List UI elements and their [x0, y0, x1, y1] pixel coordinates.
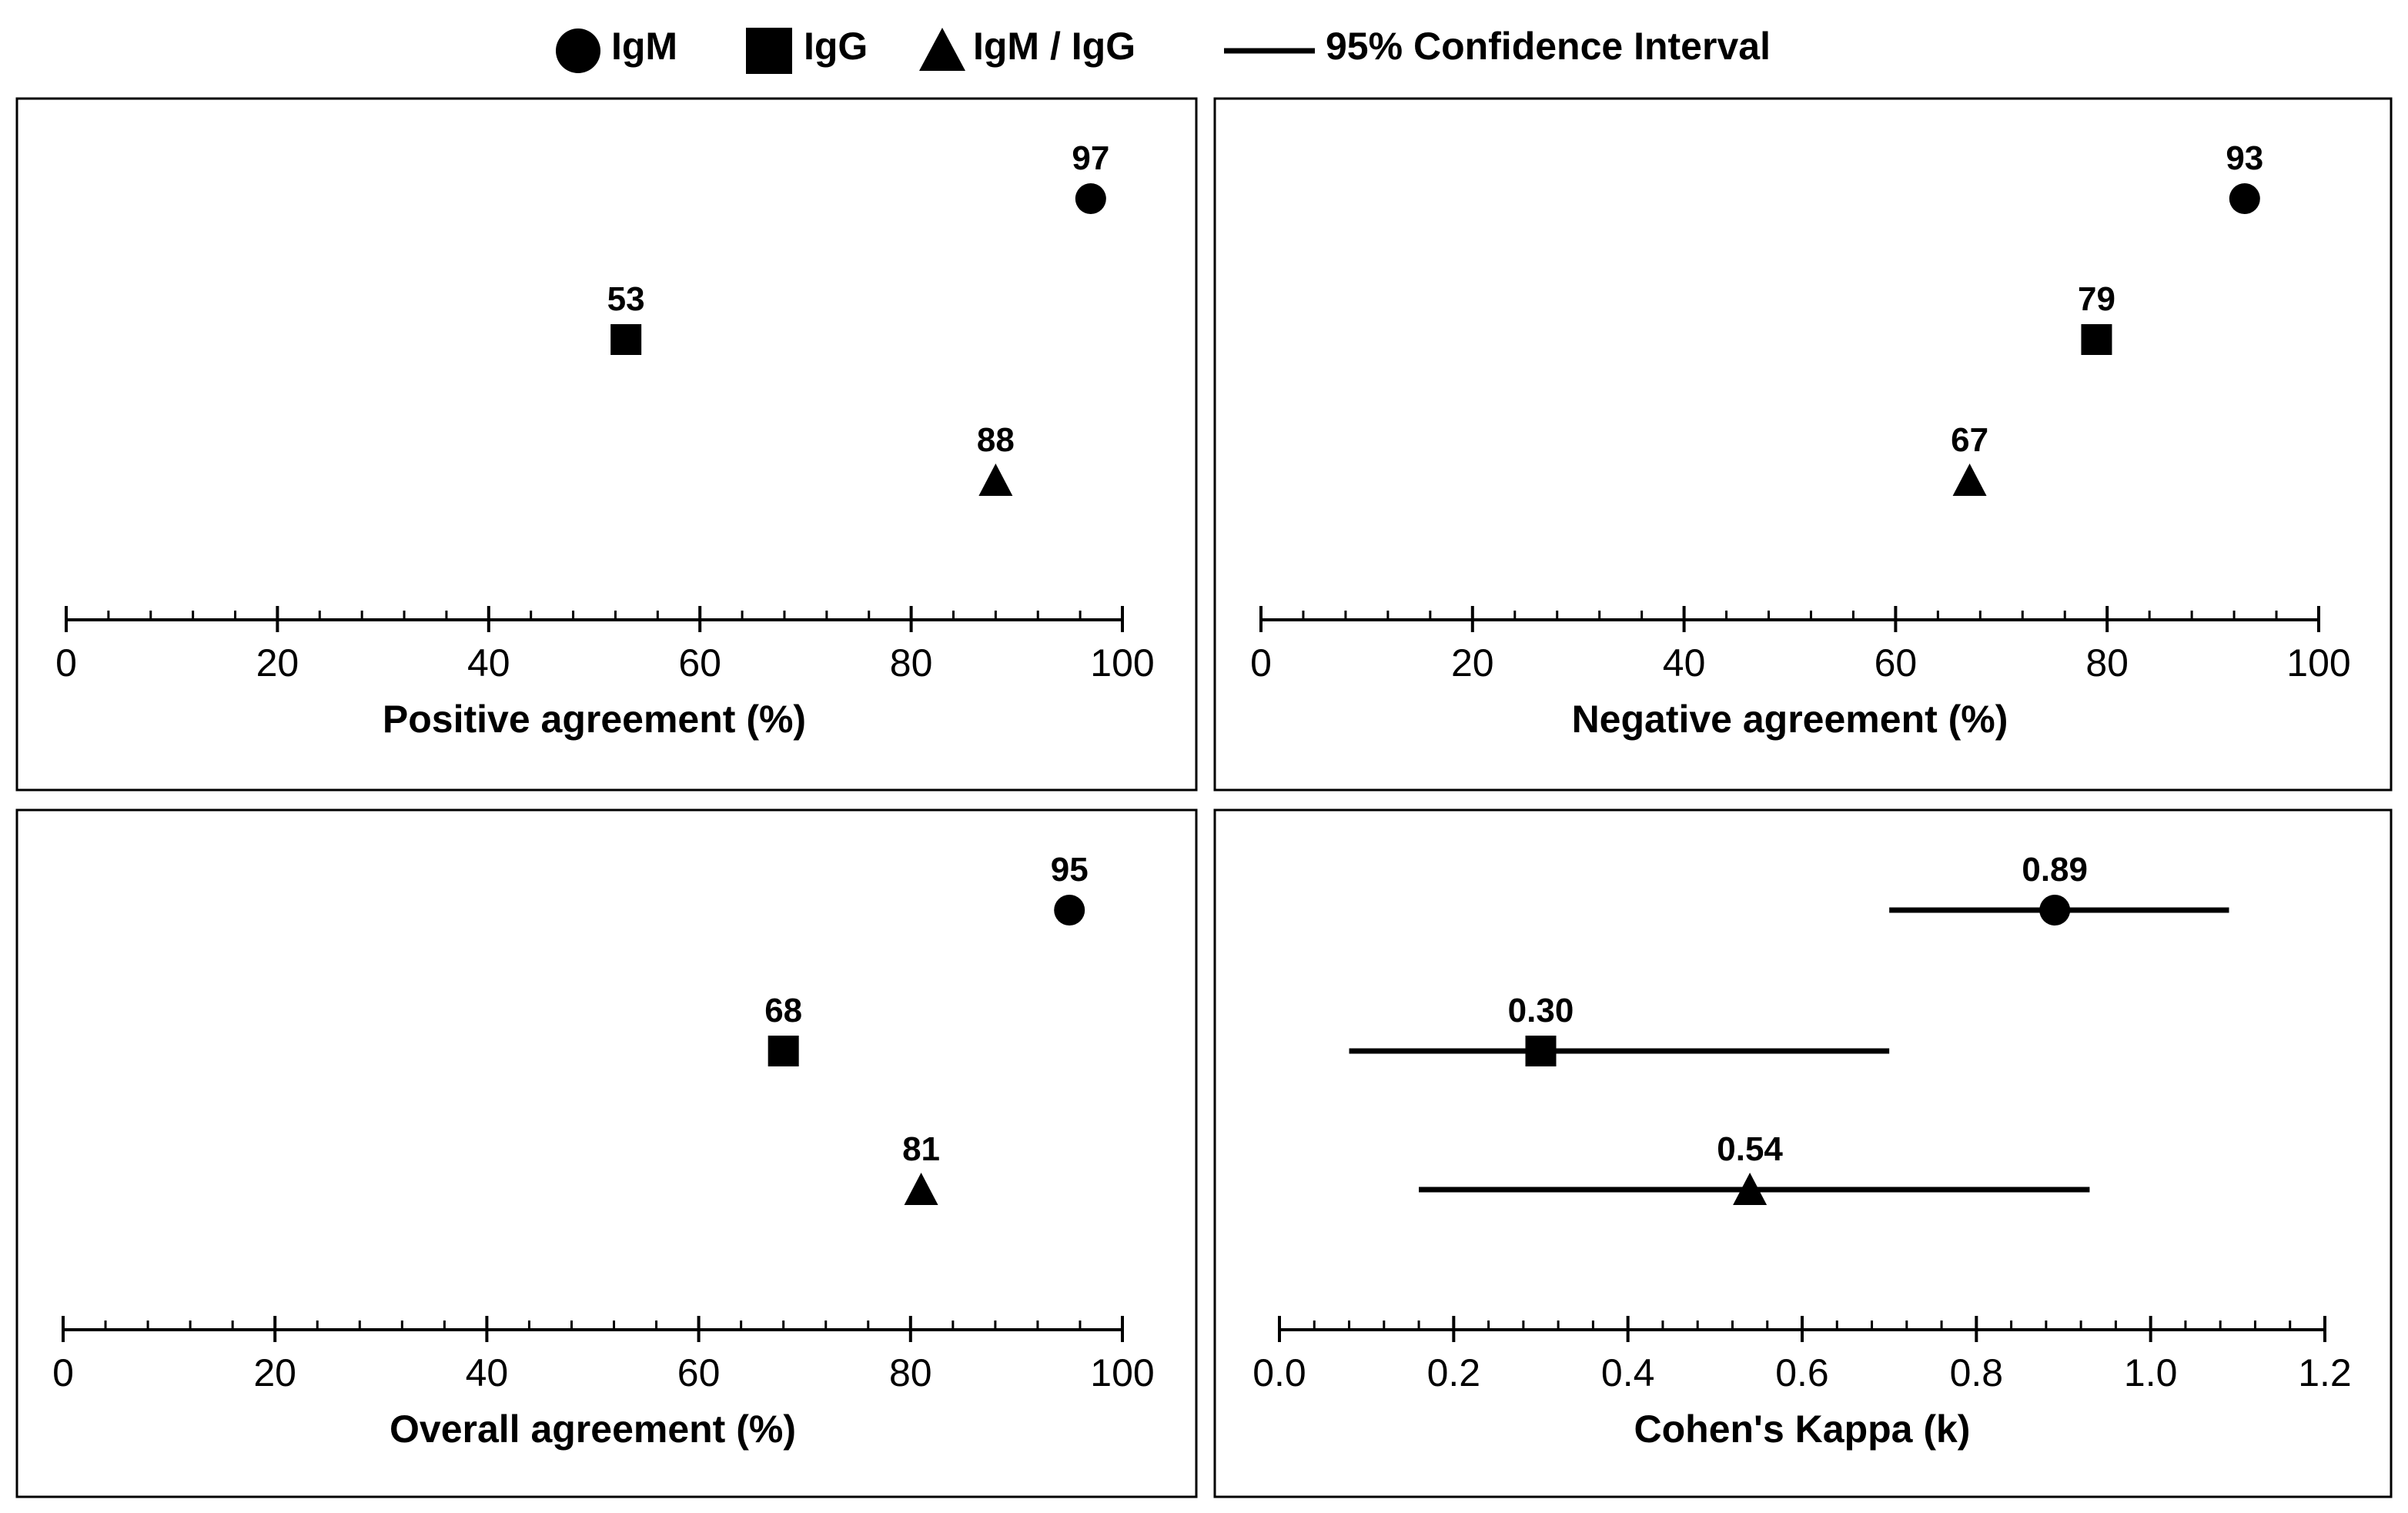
tick-label: 80 [2085, 641, 2129, 685]
panel-cohens-kappa: 0.0 0.2 0.4 0.6 0.8 1.0 1.2 Cohen's Kappa (k) 0.… [1252, 851, 2352, 1451]
data-label-igm: 97 [1072, 139, 1109, 177]
panel-positive-agreement: 0 20 40 60 80 100 Positive agreement (%) 97 53 88 [55, 139, 1155, 741]
tick-label: 0 [55, 641, 77, 685]
tick-label: 40 [466, 1351, 509, 1394]
tick-label: 1.0 [2124, 1351, 2178, 1394]
tick-label: 0.2 [1427, 1351, 1481, 1394]
point-igm-igg [904, 1173, 938, 1205]
data-label-igm: 0.89 [2022, 851, 2088, 889]
point-igm-igg [1952, 464, 1987, 496]
data-label-igg: 0.30 [1508, 992, 1574, 1029]
tick-label: 0.0 [1252, 1351, 1306, 1394]
legend-ci-label: 95% Confidence Interval [1326, 25, 1771, 68]
legend-igm-label: IgM [611, 25, 677, 68]
tick-label: 100 [1090, 1351, 1154, 1394]
point-igm [1075, 183, 1106, 214]
point-igm [2039, 895, 2071, 926]
panel-overall-agreement-frame [15, 808, 1198, 1498]
tick-label: 80 [890, 641, 933, 685]
tick-label: 20 [1451, 641, 1494, 685]
point-igg [2081, 324, 2112, 355]
data-label-igm: 95 [1051, 851, 1089, 889]
tick-label: 60 [1875, 641, 1918, 685]
panel-positive-agreement-frame [15, 97, 1198, 792]
x-axis-label: Positive agreement (%) [383, 698, 806, 741]
data-label-igm-igg: 67 [1951, 421, 1988, 459]
point-igg [1525, 1036, 1557, 1066]
point-igm [1054, 895, 1085, 926]
tick-label: 60 [677, 1351, 721, 1394]
data-label-igg: 68 [764, 992, 802, 1029]
tick-label: 20 [253, 1351, 296, 1394]
x-axis-label: Overall agreement (%) [390, 1408, 796, 1451]
legend: IgM IgG IgM / IgG 95% Confidence Interva… [556, 25, 1771, 74]
tick-label: 20 [256, 641, 299, 685]
tick-label: 40 [467, 641, 510, 685]
data-label-igm-igg: 81 [902, 1130, 940, 1168]
tick-label: 60 [678, 641, 721, 685]
x-axis-label: Cohen's Kappa (k) [1634, 1408, 1971, 1451]
legend-igg-marker [746, 28, 792, 74]
point-igg [768, 1036, 799, 1066]
point-igm-igg [978, 464, 1013, 496]
legend-igm-igg-marker [919, 28, 965, 71]
panel-negative-agreement: 0 20 40 60 80 100 Negative agreement (%) 93 79 67 [1250, 139, 2351, 741]
data-label-igm: 93 [2226, 139, 2263, 177]
tick-label: 0 [52, 1351, 74, 1394]
panel-overall-agreement: 0 20 40 60 80 100 Overall agreement (%) 95 68 81 [52, 851, 1155, 1451]
data-label-igm-igg: 88 [977, 421, 1015, 459]
data-label-igg: 53 [607, 280, 645, 318]
data-label-igm-igg: 0.54 [1717, 1130, 1783, 1168]
tick-label: 0.6 [1775, 1351, 1829, 1394]
legend-igm-igg-label: IgM / IgG [973, 25, 1135, 68]
tick-label: 80 [889, 1351, 932, 1394]
x-axis-label: Negative agreement (%) [1572, 698, 2008, 741]
data-label-igg: 79 [2078, 280, 2115, 318]
tick-label: 40 [1663, 641, 1706, 685]
tick-label: 0.4 [1601, 1351, 1655, 1394]
panel-cohens-kappa-frame [1213, 808, 2393, 1498]
tick-label: 0.8 [1950, 1351, 2004, 1394]
legend-igg-label: IgG [804, 25, 868, 68]
tick-label: 0 [1250, 641, 1272, 685]
point-igg [610, 324, 642, 355]
tick-label: 100 [1090, 641, 1154, 685]
legend-igm-marker [556, 28, 600, 73]
point-igm [2229, 183, 2260, 214]
panel-negative-agreement-frame [1213, 97, 2393, 792]
tick-label: 100 [2286, 641, 2350, 685]
point-igm-igg [1733, 1173, 1768, 1205]
tick-label: 1.2 [2298, 1351, 2352, 1394]
